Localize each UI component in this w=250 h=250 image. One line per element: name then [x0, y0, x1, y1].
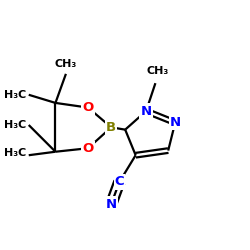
Text: N: N: [170, 116, 181, 129]
Text: H₃C: H₃C: [4, 120, 26, 130]
Text: C: C: [114, 176, 124, 188]
Text: H₃C: H₃C: [4, 90, 26, 100]
Text: CH₃: CH₃: [146, 66, 169, 76]
Text: CH₃: CH₃: [55, 59, 77, 69]
Text: N: N: [106, 198, 117, 210]
Text: B: B: [106, 121, 116, 134]
Text: N: N: [140, 104, 152, 118]
Text: O: O: [82, 142, 94, 155]
Text: O: O: [82, 101, 94, 114]
Text: H₃C: H₃C: [4, 148, 26, 158]
